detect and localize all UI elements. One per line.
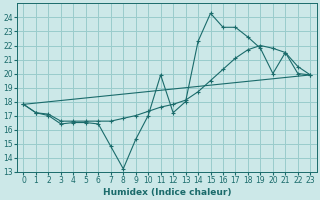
X-axis label: Humidex (Indice chaleur): Humidex (Indice chaleur): [103, 188, 231, 197]
